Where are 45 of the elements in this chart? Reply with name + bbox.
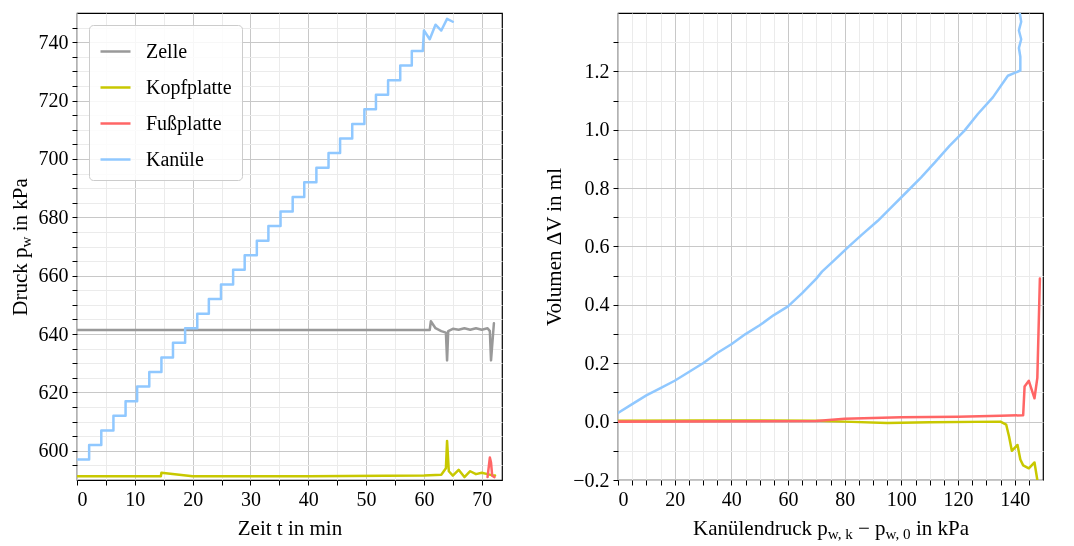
y-tick-label: 720 — [38, 89, 69, 112]
y-tick-label: 0.6 — [584, 235, 610, 257]
line-series — [77, 319, 496, 362]
y-tick-label: 0.8 — [584, 176, 610, 199]
x-tick-label: 40 — [721, 487, 742, 510]
y-tick-label: 600 — [38, 439, 69, 462]
y-tick-label: 1.0 — [584, 118, 610, 141]
x-tick-label: 0 — [618, 487, 629, 510]
legend-label: Zelle — [146, 39, 188, 62]
y-tick-label: 620 — [38, 380, 69, 403]
y-tick-label: 700 — [38, 147, 69, 170]
x-tick-label: 20 — [183, 487, 204, 510]
x-tick-label: 10 — [125, 487, 146, 510]
line-series — [618, 13, 1023, 415]
x-tick-label: 0 — [77, 487, 88, 510]
x-tick-label: 40 — [298, 487, 319, 510]
y-tick-label: 660 — [38, 264, 69, 287]
y-tick-label: 0.2 — [584, 351, 610, 374]
y-tick-label: −0.2 — [573, 468, 610, 491]
y-tick-label: 0.0 — [584, 410, 610, 433]
y-tick-label: 640 — [38, 322, 69, 345]
x-tick-label: 120 — [943, 487, 974, 510]
line-series — [77, 439, 497, 479]
y-tick-label: 680 — [38, 205, 69, 228]
line-series — [618, 277, 1042, 423]
x-axis-title: Kanülendruck p$_{w, k}$ − p$_{w, 0}$ in kPa — [693, 515, 970, 542]
y-tick-label: 1.2 — [584, 59, 610, 82]
line-series — [77, 17, 455, 461]
x-axis-title: Zeit t in min — [237, 515, 343, 540]
y-tick-label: 740 — [38, 30, 69, 53]
x-tick-label: 70 — [472, 487, 493, 510]
x-tick-label: 50 — [356, 487, 377, 510]
x-tick-label: 100 — [886, 487, 917, 510]
y-axis-title: Volumen ΔV in ml — [542, 167, 567, 326]
x-tick-label: 140 — [1000, 487, 1031, 510]
x-tick-label: 80 — [835, 487, 856, 510]
legend-label: Fußplatte — [146, 111, 222, 135]
legend-label: Kopfplatte — [146, 75, 232, 99]
legend-label: Kanüle — [146, 147, 204, 170]
line-series — [486, 456, 496, 479]
y-tick-label: 0.4 — [584, 293, 610, 316]
x-tick-label: 20 — [665, 487, 686, 510]
x-tick-label: 60 — [778, 487, 799, 510]
x-tick-label: 60 — [414, 487, 435, 510]
x-tick-label: 30 — [240, 487, 261, 510]
